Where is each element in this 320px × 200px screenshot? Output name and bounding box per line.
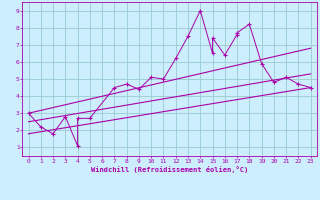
X-axis label: Windchill (Refroidissement éolien,°C): Windchill (Refroidissement éolien,°C) xyxy=(91,166,248,173)
